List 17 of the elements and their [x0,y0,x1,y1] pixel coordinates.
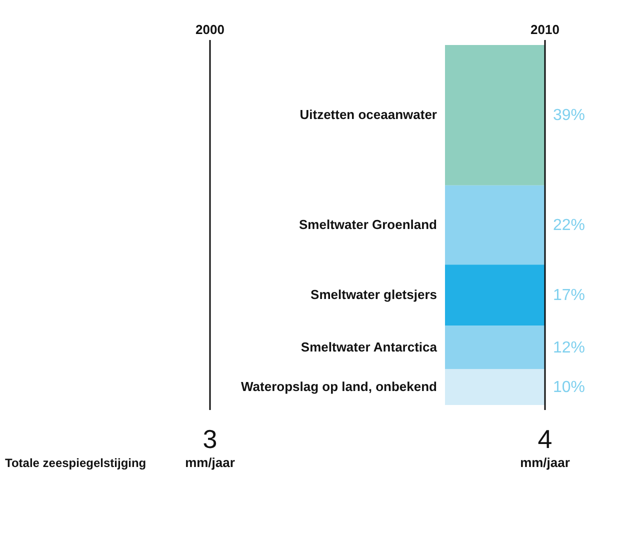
data-label: 39% [553,107,586,124]
text: 4 [538,424,552,454]
text: 3 [202,424,218,454]
category-label: Smeltwater gletsjers [310,287,437,302]
category-label: Smeltwater Antarctica [300,339,438,354]
data-label: 10% [553,379,586,396]
text: mm/jaar [520,455,570,470]
text: Totale zeespiegelstijging [5,456,146,470]
category-label: Uitzetten oceaanwater [300,107,437,122]
category-label: Smeltwater Groenland [299,217,438,232]
text: 2000 [196,22,224,37]
data-label: 12% [553,339,586,356]
text: mm/jaar [185,455,235,470]
text: 2010 [530,22,560,37]
category-label: Wateropslag op land, onbekend [241,379,438,394]
data-label: 22% [553,217,586,234]
data-label: 17% [553,287,586,304]
